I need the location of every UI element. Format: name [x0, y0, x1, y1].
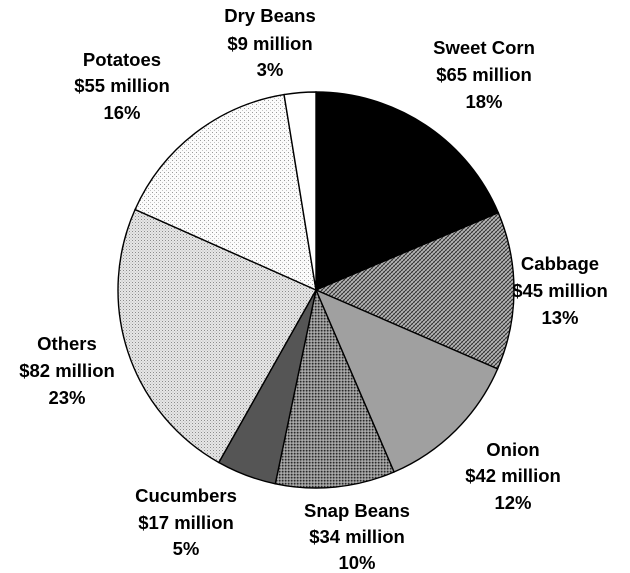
slice-percent-label: 16%	[103, 102, 140, 123]
slice-name-label: Snap Beans	[304, 500, 410, 521]
pie-label-sweet-corn: Sweet Corn $65 million 18%	[433, 37, 535, 112]
slice-name-label: Others	[37, 333, 97, 354]
slice-name-label: Sweet Corn	[433, 37, 535, 58]
pie-slice-cabbage	[314, 211, 515, 370]
pie-label-dry-beans: Dry Beans $9 million 3%	[224, 5, 316, 80]
slice-value-label: $55 million	[74, 75, 170, 96]
slice-name-label: Cabbage	[521, 253, 599, 274]
pie-slice-sweet-corn	[315, 91, 500, 292]
pie-label-cucumbers: Cucumbers $17 million 5%	[135, 485, 237, 559]
pie-label-cabbage: Cabbage $45 million 13%	[512, 253, 608, 328]
pie-slice-onion	[314, 288, 499, 473]
pie-slice-snap-beans	[274, 287, 395, 489]
slice-percent-label: 3%	[257, 59, 284, 80]
slice-value-label: $17 million	[138, 512, 234, 533]
slice-value-label: $34 million	[309, 526, 405, 547]
slice-name-label: Potatoes	[83, 49, 161, 70]
pie-slice-others	[117, 208, 317, 464]
slice-value-label: $9 million	[227, 33, 312, 54]
slice-percent-label: 5%	[173, 538, 200, 559]
pie-label-onion: Onion $42 million 12%	[465, 439, 561, 513]
slice-percent-label: 18%	[465, 91, 502, 112]
slice-percent-label: 23%	[48, 387, 85, 408]
slice-value-label: $42 million	[465, 465, 561, 486]
slice-name-label: Dry Beans	[224, 5, 316, 26]
pie-slice-potatoes	[134, 93, 317, 292]
slice-value-label: $82 million	[19, 360, 115, 381]
slice-value-label: $65 million	[436, 64, 532, 85]
slice-percent-label: 10%	[338, 552, 375, 573]
slice-percent-label: 13%	[541, 307, 578, 328]
pie-slices	[117, 91, 515, 489]
slice-percent-label: 12%	[494, 492, 531, 513]
pie-label-others: Others $82 million 23%	[19, 333, 115, 408]
slice-value-label: $45 million	[512, 280, 608, 301]
pie-label-snap-beans: Snap Beans $34 million 10%	[304, 500, 410, 573]
pie-label-potatoes: Potatoes $55 million 16%	[74, 49, 170, 123]
slice-name-label: Onion	[486, 439, 539, 460]
slice-name-label: Cucumbers	[135, 485, 237, 506]
pie-slice-dry-beans	[283, 91, 317, 291]
